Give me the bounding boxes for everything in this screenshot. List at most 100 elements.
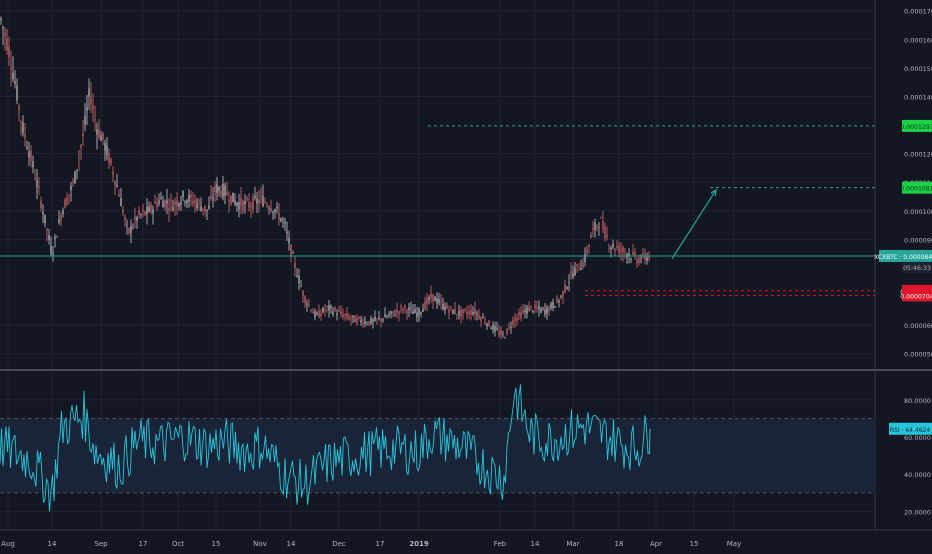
candle-body bbox=[356, 317, 358, 324]
candle-body bbox=[44, 214, 46, 224]
candle-body bbox=[426, 298, 428, 304]
candle-body bbox=[244, 200, 246, 205]
candle-body bbox=[242, 201, 244, 211]
candle-body bbox=[204, 205, 206, 211]
candle-body bbox=[316, 312, 318, 315]
candle-body bbox=[596, 225, 598, 227]
candle-body bbox=[110, 158, 112, 164]
candle-body bbox=[72, 181, 74, 183]
candle-body bbox=[326, 306, 328, 308]
projection-arrow[interactable] bbox=[671, 189, 717, 260]
rsi-pane bbox=[0, 384, 875, 512]
candle-body bbox=[258, 199, 260, 204]
candle-body bbox=[486, 323, 488, 327]
candle-body bbox=[472, 312, 474, 315]
candle-body bbox=[566, 287, 568, 289]
candle-body bbox=[284, 221, 286, 224]
candle-body bbox=[146, 206, 148, 214]
candle-body bbox=[510, 327, 512, 328]
candle-body bbox=[220, 191, 222, 196]
candle-body bbox=[250, 205, 252, 208]
candle-body bbox=[58, 219, 60, 224]
candle-body bbox=[42, 212, 44, 215]
candle-body bbox=[26, 147, 28, 149]
candle-body bbox=[440, 301, 442, 303]
candle-body bbox=[38, 186, 40, 188]
candle-body bbox=[522, 310, 524, 313]
candle-body bbox=[292, 253, 294, 254]
candle-body bbox=[18, 105, 20, 110]
candle-body bbox=[608, 247, 610, 249]
candle-body bbox=[550, 303, 552, 309]
candle-body bbox=[494, 325, 496, 332]
candle-body bbox=[130, 225, 132, 233]
candle-body bbox=[248, 202, 250, 208]
candle-body bbox=[310, 309, 312, 312]
candle-body bbox=[574, 268, 576, 276]
candle-body bbox=[388, 314, 390, 317]
candle-body bbox=[506, 328, 508, 335]
candle-body bbox=[60, 215, 62, 221]
candle-body bbox=[384, 314, 386, 318]
candle-body bbox=[20, 121, 22, 123]
candle-body bbox=[442, 303, 444, 310]
candle-body bbox=[592, 227, 594, 230]
candle-body bbox=[128, 228, 130, 233]
candle-body bbox=[640, 259, 642, 261]
candle-body bbox=[604, 227, 606, 239]
candle-body bbox=[34, 178, 36, 180]
time-tick-label: 17 bbox=[139, 540, 148, 548]
candle-body bbox=[544, 309, 546, 315]
candle-body bbox=[184, 201, 186, 203]
candle-body bbox=[80, 145, 82, 148]
candle-body bbox=[64, 199, 66, 209]
candle-body bbox=[398, 311, 400, 315]
candle-body bbox=[430, 293, 432, 299]
candle-body bbox=[230, 195, 232, 205]
candle-body bbox=[454, 308, 456, 314]
candle-body bbox=[336, 313, 338, 316]
level-price-label: 0.0001297 bbox=[900, 124, 932, 131]
candle-body bbox=[12, 72, 14, 79]
candle-body bbox=[468, 310, 470, 315]
candle-body bbox=[462, 309, 464, 314]
candle-body bbox=[576, 264, 578, 266]
rsi-value-label: RSI · 64.4624 bbox=[890, 427, 930, 434]
candle-body bbox=[206, 209, 208, 211]
candle-body bbox=[390, 311, 392, 314]
candle-body bbox=[500, 330, 502, 336]
candle-body bbox=[48, 235, 50, 240]
candle-body bbox=[46, 228, 48, 231]
candle-body bbox=[192, 201, 194, 205]
horizontal-levels[interactable] bbox=[0, 125, 875, 296]
candle-body bbox=[578, 270, 580, 272]
candle-body bbox=[602, 221, 604, 230]
candle-body bbox=[332, 311, 334, 315]
candle-body bbox=[8, 46, 10, 58]
candle-body bbox=[254, 195, 256, 198]
candle-body bbox=[580, 267, 582, 270]
candle-body bbox=[260, 195, 262, 197]
candle-body bbox=[564, 284, 566, 292]
candle-body bbox=[350, 318, 352, 320]
candle-body bbox=[418, 308, 420, 316]
candle-body bbox=[562, 290, 564, 297]
candle-body bbox=[536, 307, 538, 309]
candle-body bbox=[630, 258, 632, 260]
candle-body bbox=[200, 206, 202, 211]
candle-body bbox=[0, 18, 2, 21]
candle-body bbox=[16, 85, 18, 101]
candle-body bbox=[278, 213, 280, 220]
level-price-label: 0.0001081 bbox=[900, 186, 932, 193]
candle-body bbox=[216, 184, 218, 193]
candle-body bbox=[528, 306, 530, 312]
candle-body bbox=[558, 300, 560, 303]
candle-body bbox=[56, 236, 58, 238]
candle-body bbox=[82, 133, 84, 136]
rsi-tick-label: 80.0000 bbox=[904, 397, 931, 405]
candle-body bbox=[122, 209, 124, 214]
candle-body bbox=[478, 315, 480, 319]
candle-body bbox=[354, 315, 356, 323]
